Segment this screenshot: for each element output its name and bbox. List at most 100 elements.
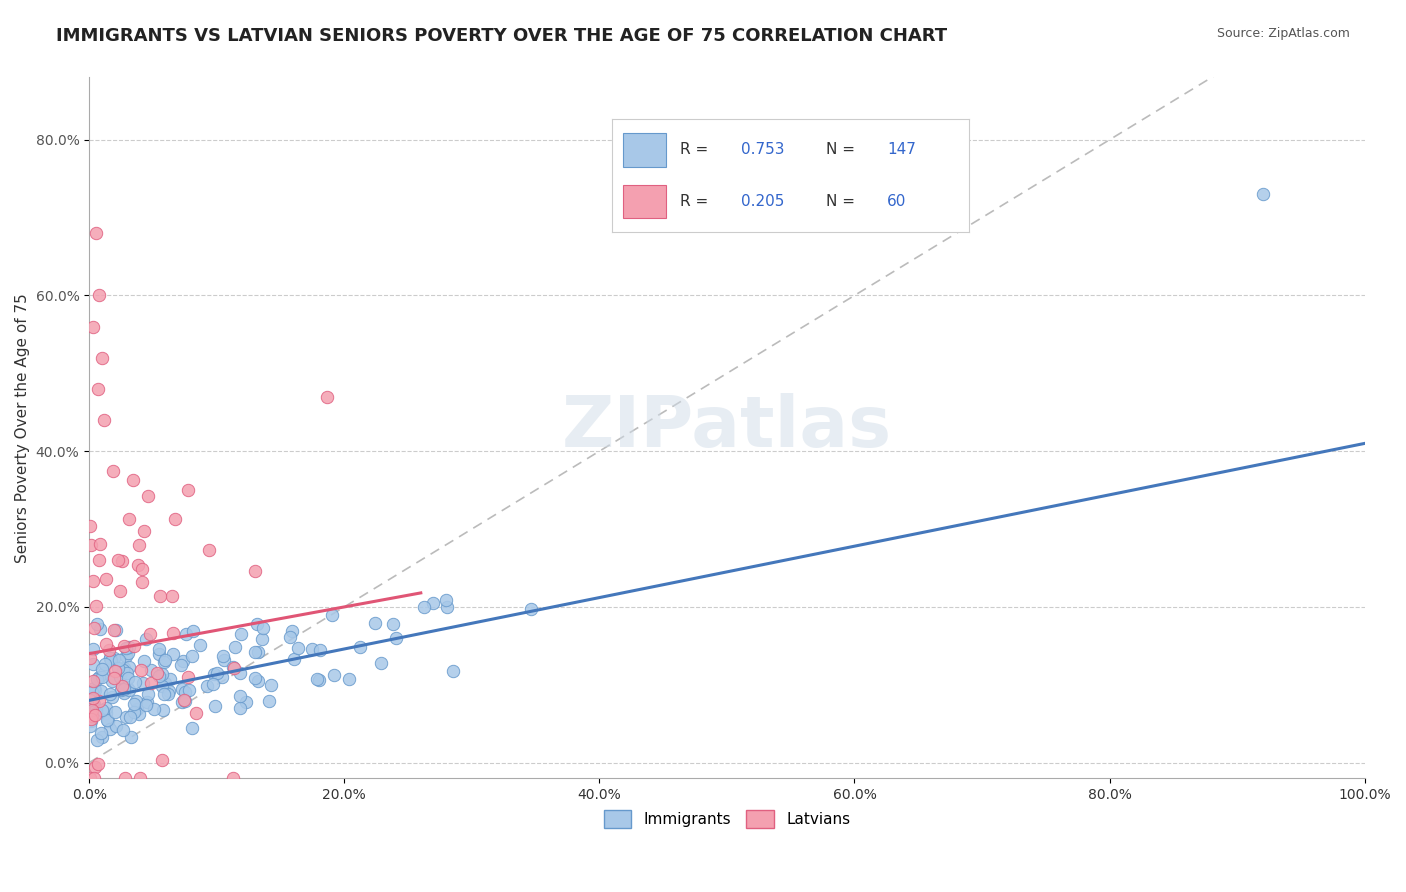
Immigrants	[211, 649, 233, 664]
Latvians	[83, 707, 105, 722]
Latvians	[107, 552, 129, 566]
Latvians	[131, 562, 153, 576]
Immigrants	[107, 653, 129, 667]
Latvians	[87, 694, 110, 708]
Immigrants	[153, 655, 176, 669]
Latvians	[129, 663, 152, 677]
Immigrants	[141, 663, 163, 677]
Immigrants	[104, 706, 127, 720]
Immigrants	[101, 674, 124, 689]
Immigrants	[243, 645, 266, 659]
Immigrants	[301, 642, 323, 657]
Immigrants	[86, 672, 108, 686]
Immigrants	[172, 654, 194, 668]
Latvians	[87, 553, 110, 567]
Immigrants	[93, 657, 115, 672]
Immigrants	[110, 682, 132, 697]
Immigrants	[98, 651, 121, 665]
Latvians	[82, 319, 104, 334]
Immigrants	[122, 706, 145, 720]
Immigrants	[83, 681, 105, 695]
Immigrants	[170, 658, 193, 673]
Immigrants	[211, 670, 233, 684]
Immigrants	[381, 617, 404, 632]
Latvians	[122, 639, 145, 653]
Immigrants	[150, 666, 173, 681]
Immigrants	[246, 645, 269, 659]
Latvians	[83, 771, 105, 785]
Text: Source: ZipAtlas.com: Source: ZipAtlas.com	[1216, 27, 1350, 40]
Immigrants	[86, 732, 108, 747]
Immigrants	[250, 632, 273, 646]
Latvians	[162, 626, 184, 640]
Latvians	[93, 413, 115, 427]
Immigrants	[132, 676, 155, 690]
Immigrants	[117, 647, 139, 661]
Immigrants	[98, 723, 121, 737]
Immigrants	[124, 675, 146, 690]
Immigrants	[204, 699, 226, 714]
Immigrants	[135, 632, 157, 646]
Immigrants	[115, 710, 138, 724]
Latvians	[141, 676, 163, 690]
Latvians	[177, 670, 200, 684]
Immigrants	[135, 698, 157, 713]
Immigrants	[385, 632, 408, 646]
Latvians	[80, 538, 103, 552]
Immigrants	[413, 600, 436, 615]
Latvians	[131, 574, 153, 589]
Latvians	[177, 483, 200, 498]
Immigrants	[89, 622, 111, 636]
Immigrants	[111, 663, 134, 677]
Latvians	[103, 671, 125, 685]
Immigrants	[120, 731, 142, 745]
Immigrants	[82, 657, 104, 672]
Immigrants	[118, 682, 141, 697]
Latvians	[243, 564, 266, 578]
Immigrants	[283, 652, 305, 666]
Latvians	[84, 599, 107, 614]
Immigrants	[252, 621, 274, 635]
Latvians	[90, 351, 112, 365]
Immigrants	[150, 679, 173, 693]
Latvians	[87, 756, 110, 771]
Immigrants	[98, 651, 121, 665]
Latvians	[89, 537, 111, 551]
Immigrants	[134, 654, 156, 668]
Immigrants	[128, 706, 150, 721]
Latvians	[128, 538, 150, 552]
Immigrants	[96, 713, 118, 727]
Latvians	[127, 558, 149, 572]
Immigrants	[235, 695, 257, 709]
Immigrants	[98, 687, 121, 701]
Immigrants	[93, 666, 115, 681]
Immigrants	[228, 689, 250, 703]
Immigrants	[143, 702, 166, 716]
Latvians	[132, 524, 155, 538]
Immigrants	[222, 659, 245, 673]
Immigrants	[107, 660, 129, 674]
Immigrants	[138, 687, 160, 701]
Immigrants	[112, 681, 135, 696]
Immigrants	[287, 641, 309, 656]
Latvians	[94, 572, 117, 586]
Latvians	[89, 288, 111, 302]
Immigrants	[174, 627, 197, 641]
Immigrants	[97, 714, 120, 728]
Immigrants	[91, 730, 114, 744]
Immigrants	[181, 648, 204, 663]
Immigrants	[228, 666, 250, 681]
Immigrants	[80, 714, 103, 728]
Immigrants	[100, 690, 122, 704]
Immigrants	[125, 701, 148, 715]
Latvians	[110, 583, 132, 598]
Immigrants	[118, 640, 141, 654]
Latvians	[165, 512, 187, 526]
Immigrants	[120, 710, 142, 724]
Latvians	[111, 679, 134, 693]
Latvians	[97, 643, 120, 657]
Immigrants	[202, 667, 225, 681]
Immigrants	[349, 640, 371, 654]
Immigrants	[117, 680, 139, 694]
Immigrants	[309, 643, 332, 657]
